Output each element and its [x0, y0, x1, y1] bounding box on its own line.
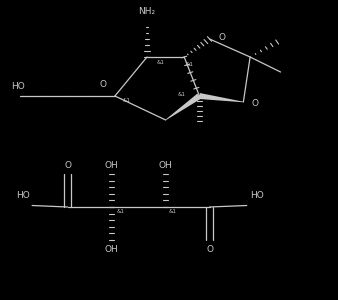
Text: &1: &1: [169, 209, 177, 214]
Text: OH: OH: [105, 245, 118, 254]
Text: O: O: [206, 244, 213, 253]
Text: O: O: [252, 99, 259, 108]
Text: OH: OH: [105, 160, 118, 169]
Text: &1: &1: [117, 209, 124, 214]
Text: &1: &1: [186, 62, 194, 67]
Text: &1: &1: [177, 92, 185, 97]
Text: &1: &1: [156, 61, 164, 65]
Text: HO: HO: [250, 191, 264, 200]
Text: HO: HO: [16, 191, 29, 200]
Text: &1: &1: [122, 98, 130, 103]
Text: NH₂: NH₂: [139, 8, 155, 16]
Text: O: O: [64, 161, 71, 170]
Polygon shape: [199, 93, 243, 102]
Text: O: O: [100, 80, 106, 89]
Text: O: O: [218, 33, 225, 42]
Polygon shape: [165, 94, 201, 120]
Text: HO: HO: [11, 82, 24, 91]
Text: OH: OH: [159, 160, 172, 169]
